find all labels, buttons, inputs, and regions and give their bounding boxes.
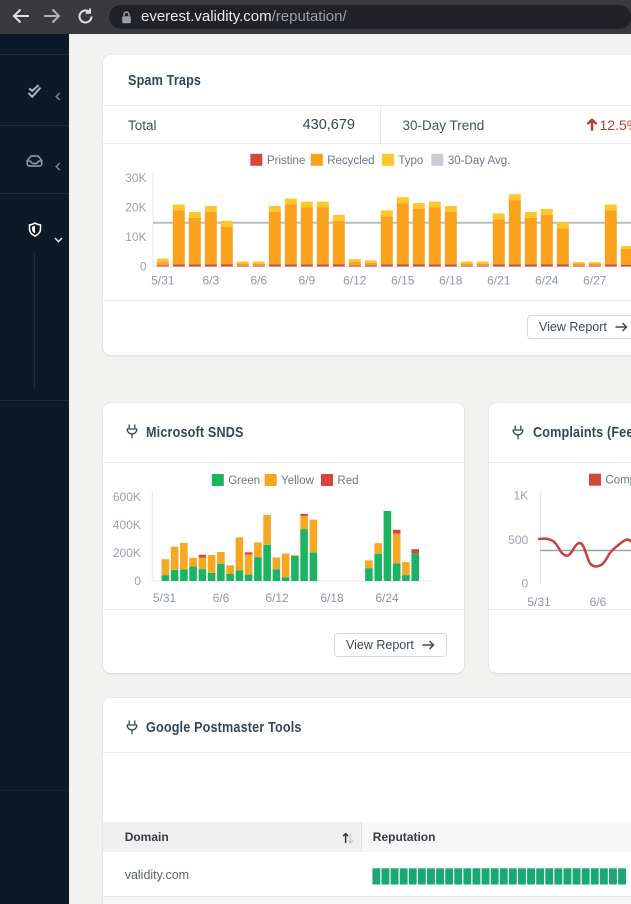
svg-text:6/9: 6/9 (298, 274, 315, 288)
svg-text:10K: 10K (125, 230, 146, 244)
svg-text:5/31: 5/31 (151, 274, 175, 288)
svg-text:6/6: 6/6 (213, 591, 230, 605)
svg-text:Pristine: Pristine (267, 155, 305, 167)
svg-text:Recycled: Recycled (327, 155, 374, 167)
svg-text:6/12: 6/12 (343, 274, 367, 288)
svg-text:6/24: 6/24 (375, 591, 399, 605)
svg-text:0: 0 (522, 576, 529, 590)
svg-text:20K: 20K (125, 201, 146, 215)
svg-text:6/6: 6/6 (590, 595, 607, 609)
svg-text:500: 500 (508, 533, 528, 547)
svg-text:6/18: 6/18 (439, 274, 463, 288)
svg-text:Complaint Rate: Complaint Rate (605, 475, 631, 487)
svg-text:1K: 1K (514, 489, 529, 503)
svg-text:6/18: 6/18 (320, 591, 344, 605)
svg-text:6/27: 6/27 (583, 274, 607, 288)
svg-text:6/12: 6/12 (265, 591, 289, 605)
svg-text:6/15: 6/15 (391, 274, 415, 288)
svg-text:5/31: 5/31 (527, 595, 551, 609)
svg-text:0: 0 (140, 260, 147, 274)
svg-text:Typo: Typo (398, 155, 423, 167)
svg-text:Green: Green (228, 475, 260, 487)
svg-text:400K: 400K (113, 518, 141, 532)
svg-text:200K: 200K (113, 546, 141, 560)
svg-text:600K: 600K (113, 490, 141, 504)
svg-text:30-Day Avg.: 30-Day Avg. (448, 155, 510, 167)
svg-text:30K: 30K (125, 171, 146, 185)
svg-text:Yellow: Yellow (281, 475, 315, 487)
svg-text:6/3: 6/3 (202, 274, 219, 288)
svg-text:6/6: 6/6 (250, 274, 267, 288)
svg-text:5/31: 5/31 (153, 591, 177, 605)
svg-text:0: 0 (134, 574, 141, 588)
svg-text:Red: Red (337, 475, 358, 487)
svg-text:6/24: 6/24 (535, 274, 559, 288)
svg-text:6/21: 6/21 (487, 274, 511, 288)
